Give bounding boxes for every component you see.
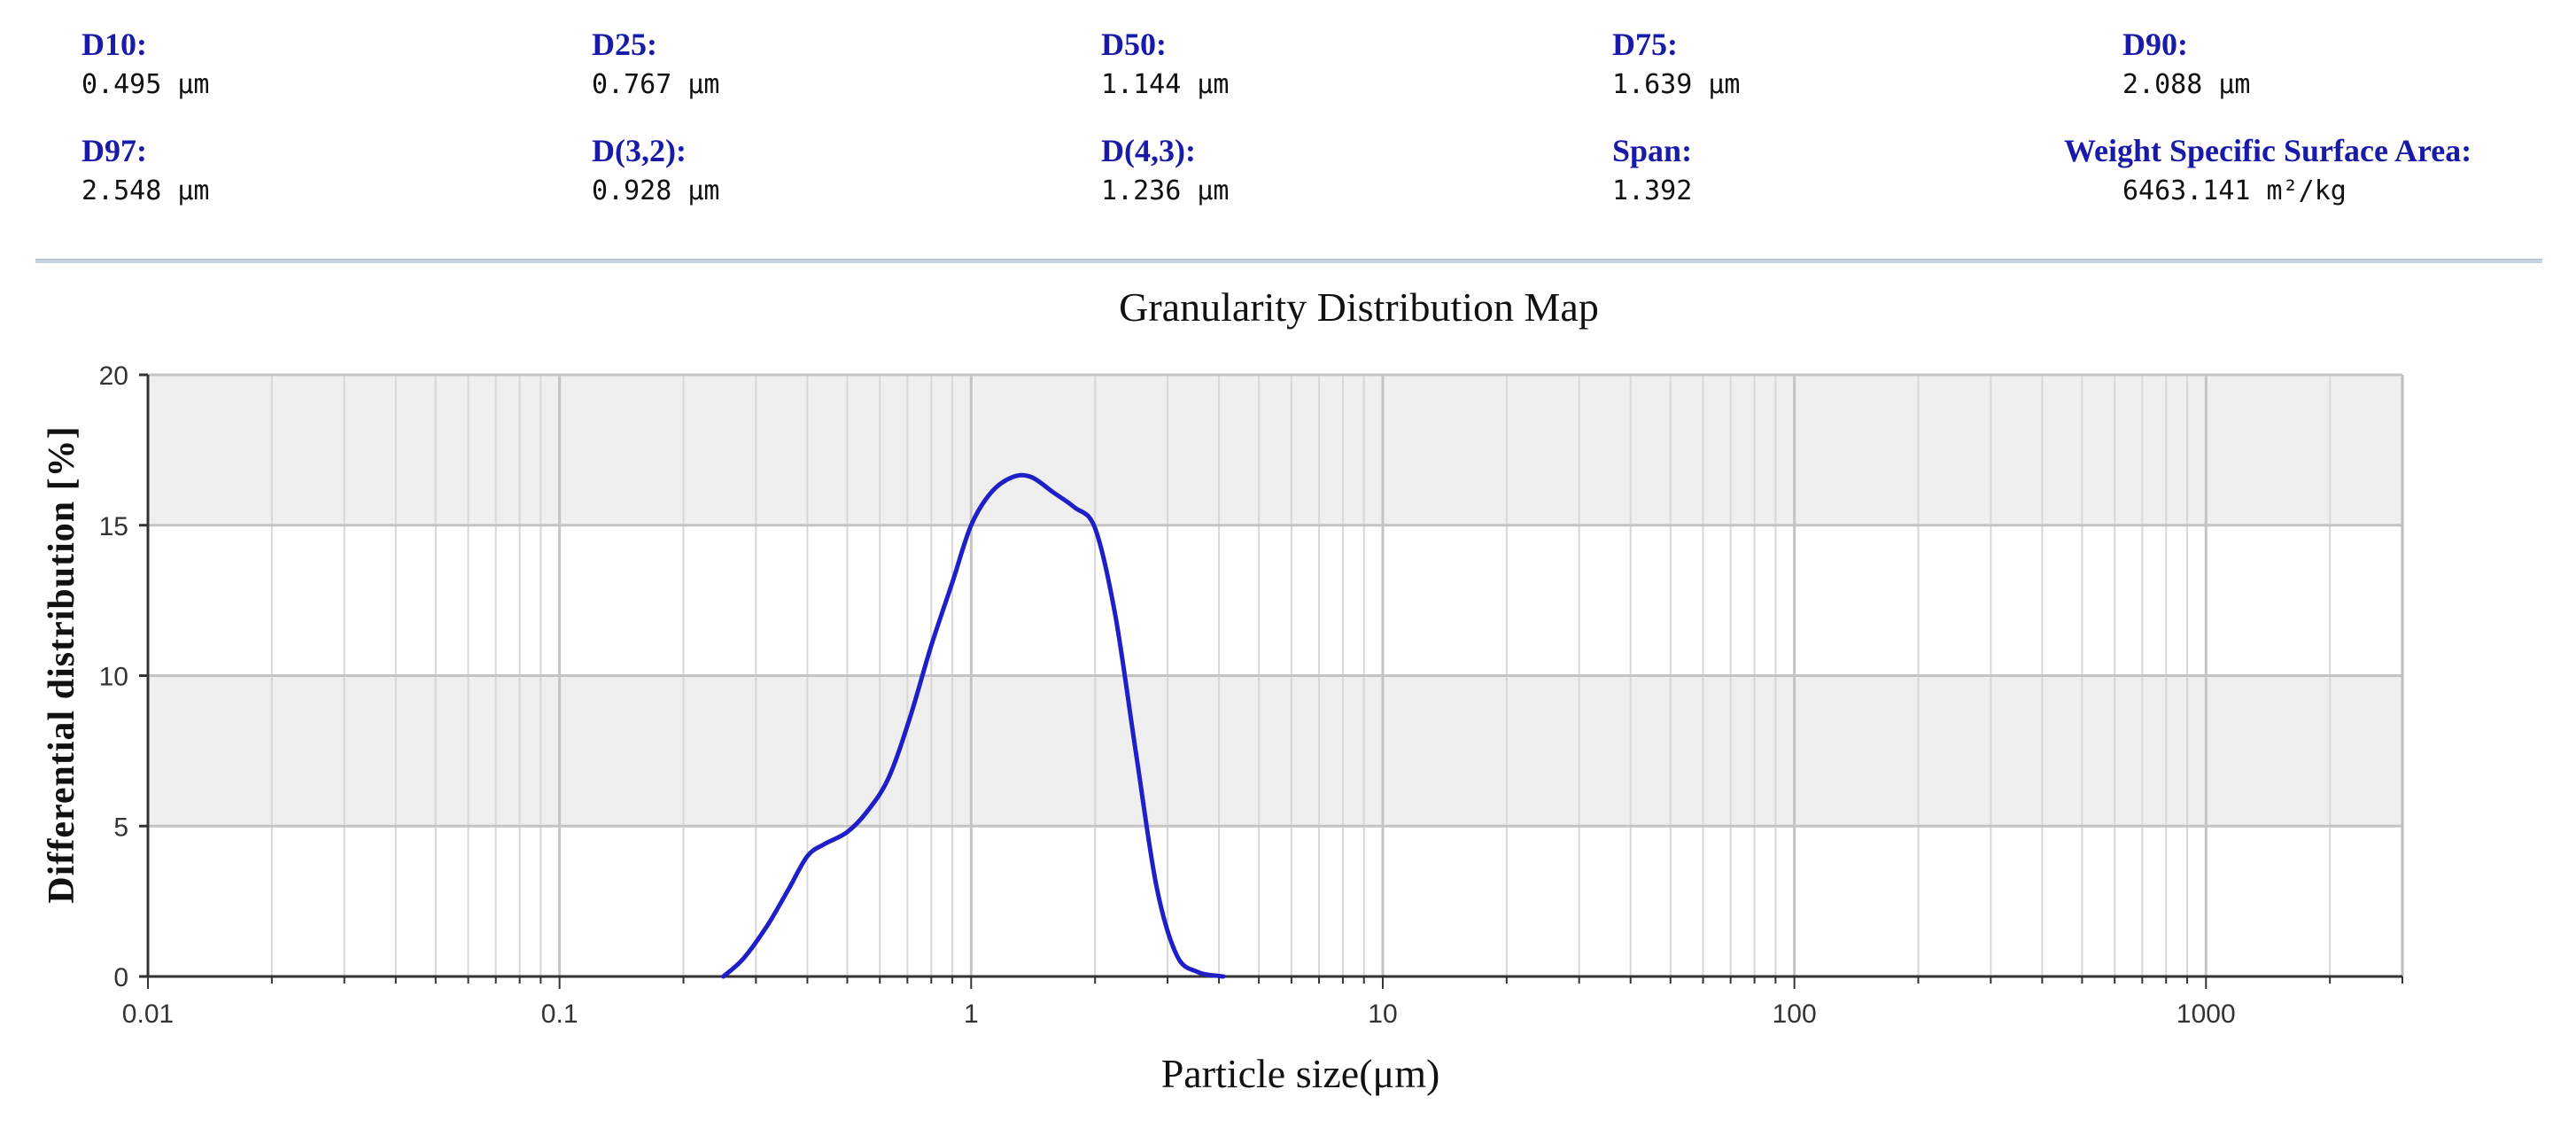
stat-value: 0.495 μm [81,69,210,100]
section-divider [35,259,2542,263]
y-tick-label: 0 [113,963,128,992]
x-tick-label: 100 [1773,1000,1817,1029]
distribution-series-line [721,472,1226,979]
plot-band [148,525,2402,676]
stat-span: Span: 1.392 [1612,131,2091,209]
stat-d43: D(4,3): 1.236 μm [1101,131,1579,209]
stat-label: D10: [81,27,147,62]
stat-value: 1.639 μm [1612,69,1741,100]
stat-d75: D75: 1.639 μm [1612,25,2091,103]
stat-d32: D(3,2): 0.928 μm [592,131,1070,209]
x-axis-title: Particle size(μm) [1160,1051,1440,1096]
stat-label: D50: [1101,27,1167,62]
stat-label: D75: [1612,27,1678,62]
stat-label: D(4,3): [1101,133,1196,168]
stat-value: 1.392 [1612,175,1693,206]
chart-title: Granularity Distribution Map [1119,284,1599,330]
y-tick-label: 5 [113,813,128,842]
stat-label: D97: [81,133,147,168]
stat-value: 1.236 μm [1101,175,1230,206]
stat-label: Weight Specific Surface Area: [2064,133,2472,168]
y-tick-label: 20 [99,362,128,391]
stat-value: 6463.141 m²/kg [2122,175,2347,206]
stat-label: D(3,2): [592,133,687,168]
stat-value: 2.088 μm [2122,69,2251,100]
plot-band [148,675,2402,827]
x-tick-label: 1000 [2176,1000,2236,1029]
stat-value: 0.928 μm [592,175,720,206]
y-tick-label: 10 [99,663,128,692]
stat-d10: D10: 0.495 μm [81,25,560,103]
y-tick-label: 15 [99,512,128,541]
stat-d50: D50: 1.144 μm [1101,25,1579,103]
plot-band [148,826,2402,976]
x-tick-label: 10 [1368,1000,1397,1029]
stat-label: Span: [1612,133,1693,168]
stat-d25: D25: 0.767 μm [592,25,1070,103]
x-tick-label: 0.1 [541,1000,578,1029]
stat-d90: D90: 2.088 μm [2064,25,2542,103]
stat-value: 2.548 μm [81,175,210,206]
x-tick-label: 1 [964,1000,979,1029]
stat-value: 1.144 μm [1101,69,1230,100]
stat-label: D90: [2122,27,2188,62]
plot-band [148,375,2402,525]
stat-specific-surface-area: Weight Specific Surface Area: 6463.141 m… [2064,131,2542,209]
stat-d97: D97: 2.548 μm [81,131,560,209]
x-tick-label: 0.01 [122,1000,174,1029]
statistics-panel: D10: 0.495 μm D25: 0.767 μm D50: 1.144 μ… [0,0,2576,230]
stat-label: D25: [592,27,657,62]
stat-value: 0.767 μm [592,69,720,100]
